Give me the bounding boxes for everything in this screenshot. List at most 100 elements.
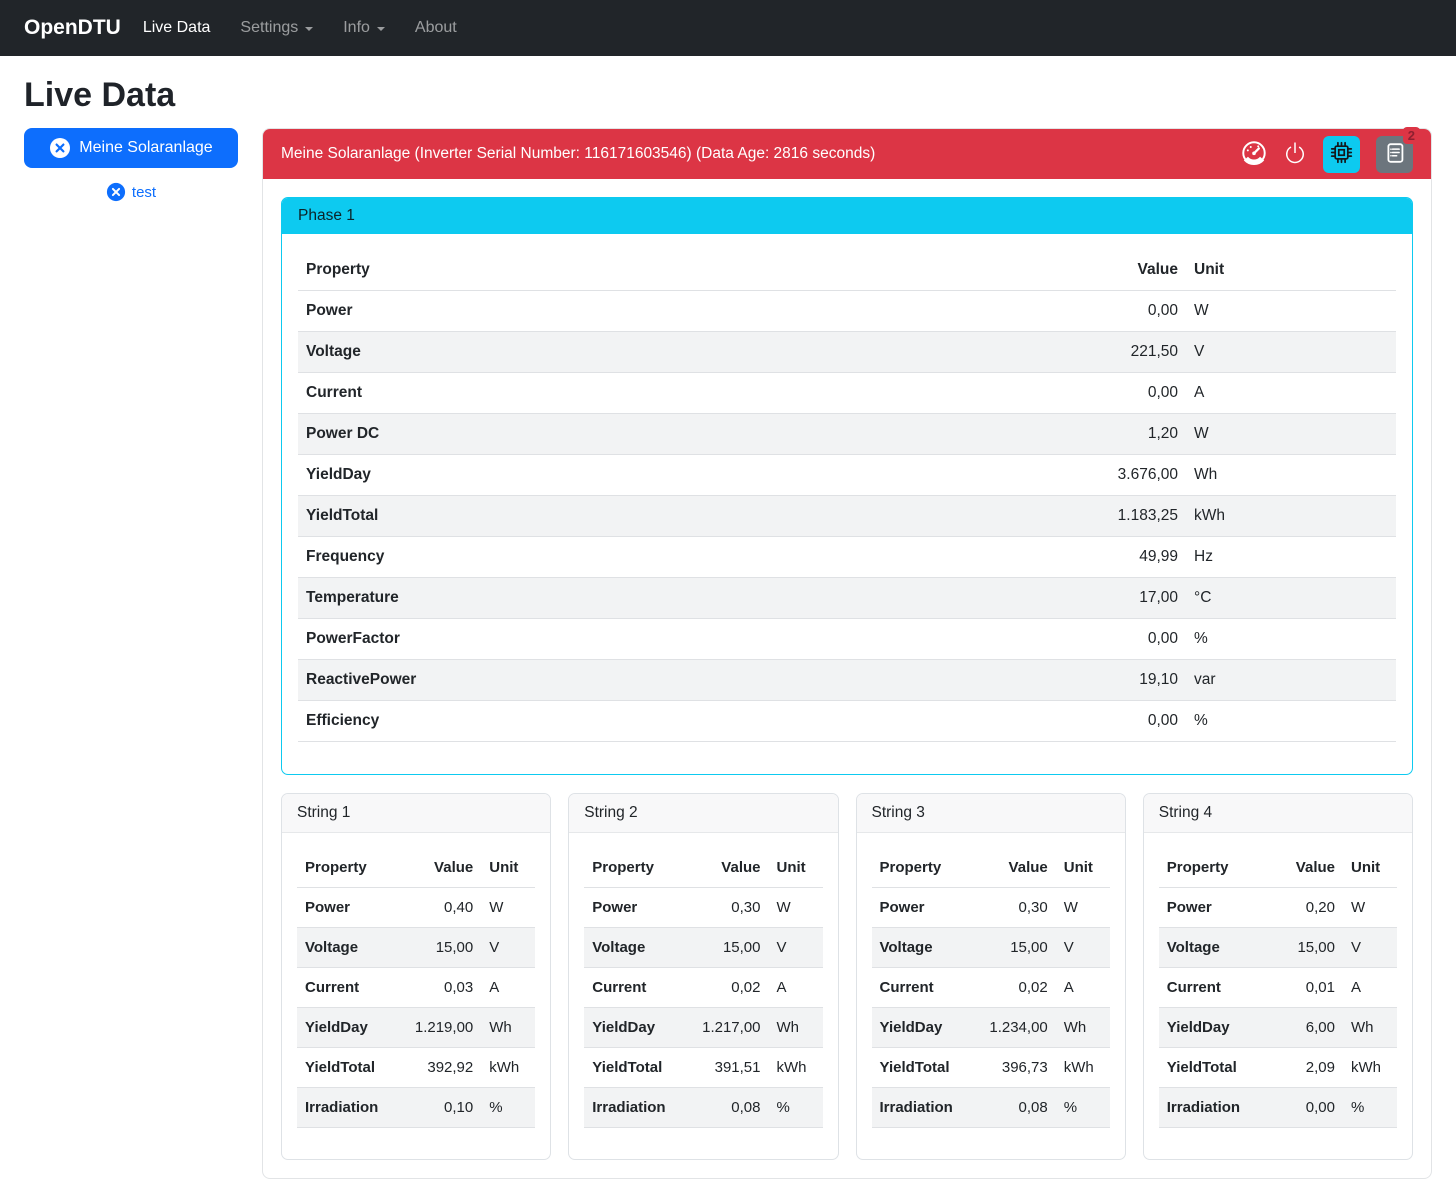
unit-cell: V (1343, 927, 1397, 968)
value-cell: 391,51 (680, 1047, 769, 1088)
value-cell: 15,00 (1255, 927, 1343, 968)
power-button[interactable] (1283, 141, 1307, 168)
value-cell: 0,00 (1056, 700, 1186, 742)
property-cell: Power DC (298, 413, 1056, 455)
unit-cell: V (768, 927, 823, 968)
column-header-value: Value (680, 848, 769, 888)
nav-item-settings[interactable]: Settings (240, 19, 314, 37)
unit-cell: W (1186, 290, 1396, 332)
brand-link[interactable]: OpenDTU (24, 16, 121, 39)
string-1-table: Property Value Unit Power (297, 848, 536, 1128)
string-3-table: Property Value Unit Power (871, 848, 1110, 1128)
strings-row: String 1 Property Value Unit (281, 793, 1413, 1160)
table-header-row: Property Value Unit (297, 848, 536, 888)
string-2-card-title: String 2 (569, 794, 838, 833)
unit-cell: A (768, 967, 823, 1008)
column-header-property: Property (584, 848, 681, 888)
unit-cell: A (1055, 967, 1110, 1008)
journal-icon (1384, 142, 1406, 167)
property-cell: Efficiency (298, 700, 1056, 742)
table-row: Voltage 221,50 V (298, 331, 1396, 373)
column-header-unit: Unit (1186, 250, 1396, 291)
nav-item-label: Live Data (142, 19, 211, 36)
limit-settings-button[interactable] (1241, 140, 1267, 169)
table-row: YieldTotal 396,73 kWh (871, 1047, 1110, 1088)
x-circle-icon (106, 182, 126, 202)
property-cell: Current (1158, 967, 1255, 1008)
unit-cell: % (481, 1087, 536, 1128)
inverter-button-test[interactable]: test (24, 182, 238, 202)
table-row: Power 0,20 W (1158, 887, 1397, 928)
unit-cell: Wh (1055, 1007, 1110, 1048)
table-row: Efficiency 0,00 % (298, 700, 1396, 742)
string-3-card: String 3 Property Value Unit (855, 793, 1126, 1160)
nav-item-info[interactable]: Info (343, 19, 385, 37)
inverter-panel-title: Meine Solaranlage (Inverter Serial Numbe… (281, 145, 876, 162)
unit-cell: Wh (1186, 454, 1396, 496)
property-cell: Voltage (584, 927, 681, 968)
value-cell: 392,92 (393, 1047, 482, 1088)
table-row: ReactivePower 19,10 var (298, 659, 1396, 701)
x-circle-icon (49, 137, 71, 159)
property-cell: Power (1158, 887, 1255, 928)
table-row: Current 0,03 A (297, 967, 536, 1008)
unit-cell: kWh (1343, 1047, 1397, 1088)
property-cell: Power (871, 887, 968, 928)
table-row: Voltage 15,00 V (871, 927, 1110, 968)
column-header-unit: Unit (1343, 848, 1397, 888)
value-cell: 1.217,00 (680, 1007, 769, 1048)
property-cell: Irradiation (297, 1087, 394, 1128)
unit-cell: W (481, 887, 536, 928)
unit-cell: var (1186, 659, 1396, 701)
event-log-button[interactable] (1376, 135, 1413, 173)
table-row: YieldTotal 2,09 kWh (1158, 1047, 1397, 1088)
nav-item-label: About (414, 19, 457, 36)
table-row: Voltage 15,00 V (297, 927, 536, 968)
cpu-icon (1330, 141, 1353, 167)
nav-item-about[interactable]: About (415, 19, 457, 37)
navbar: OpenDTU Live Data Settings Info About (0, 0, 1456, 56)
string-2-card: String 2 Property Value Unit (568, 793, 839, 1160)
table-row: Irradiation 0,10 % (297, 1087, 536, 1128)
table-header-row: Property Value Unit (298, 250, 1396, 291)
string-4-card: String 4 Property Value Unit (1142, 793, 1413, 1160)
value-cell: 0,20 (1255, 887, 1343, 928)
property-cell: YieldDay (298, 454, 1056, 496)
value-cell: 0,10 (393, 1087, 482, 1128)
column-header-unit: Unit (768, 848, 823, 888)
column-header-unit: Unit (1055, 848, 1110, 888)
table-row: Frequency 49,99 Hz (298, 536, 1396, 578)
unit-cell: W (1343, 887, 1397, 928)
inverter-panel-actions: 2 (1241, 126, 1420, 173)
unit-cell: kWh (481, 1047, 536, 1088)
unit-cell: A (1186, 372, 1396, 414)
device-info-button[interactable] (1323, 135, 1360, 173)
table-row: YieldTotal 391,51 kWh (584, 1047, 823, 1088)
property-cell: Power (584, 887, 681, 928)
unit-cell: % (768, 1087, 823, 1128)
unit-cell: A (1343, 967, 1397, 1008)
table-header-row: Property Value Unit (1158, 848, 1397, 888)
nav-item-live-data[interactable]: Live Data (143, 19, 211, 37)
value-cell: 0,00 (1056, 290, 1186, 332)
unit-cell: V (1186, 331, 1396, 373)
value-cell: 0,08 (967, 1087, 1056, 1128)
value-cell: 0,00 (1056, 618, 1186, 660)
speedometer-icon (1241, 140, 1267, 169)
property-cell: YieldDay (297, 1007, 394, 1048)
unit-cell: Hz (1186, 536, 1396, 578)
string-4-card-title: String 4 (1143, 794, 1412, 833)
value-cell: 0,00 (1255, 1087, 1343, 1128)
property-cell: YieldTotal (1158, 1047, 1255, 1088)
string-1-card-title: String 1 (282, 794, 551, 833)
power-icon (1283, 141, 1307, 168)
table-row: Power DC 1,20 W (298, 413, 1396, 455)
column-header-value: Value (1255, 848, 1343, 888)
inverter-button-meine-solaranlage[interactable]: Meine Solaranlage (24, 128, 238, 168)
value-cell: 19,10 (1056, 659, 1186, 701)
property-cell: Irradiation (584, 1087, 681, 1128)
unit-cell: Wh (1343, 1007, 1397, 1048)
phase-1-card-title: Phase 1 (282, 198, 1412, 234)
property-cell: YieldTotal (871, 1047, 968, 1088)
inverter-panel-body: Phase 1 Property Value Unit (263, 179, 1431, 1178)
